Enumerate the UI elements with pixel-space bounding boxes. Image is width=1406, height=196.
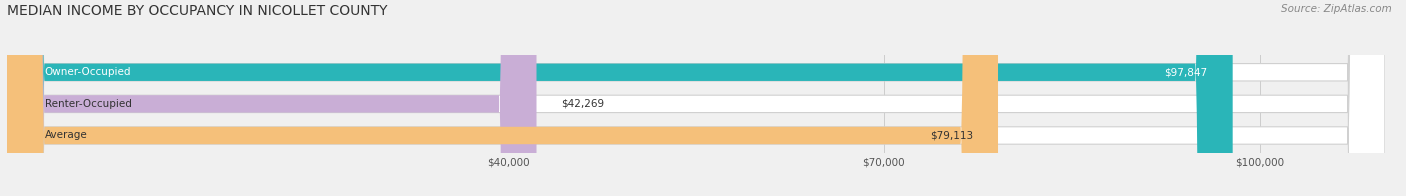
Text: $97,847: $97,847 bbox=[1164, 67, 1208, 77]
FancyBboxPatch shape bbox=[7, 0, 1233, 196]
FancyBboxPatch shape bbox=[7, 0, 1385, 196]
Text: Renter-Occupied: Renter-Occupied bbox=[45, 99, 132, 109]
FancyBboxPatch shape bbox=[7, 0, 1385, 196]
Text: $79,113: $79,113 bbox=[929, 131, 973, 141]
FancyBboxPatch shape bbox=[7, 0, 1385, 196]
Text: Owner-Occupied: Owner-Occupied bbox=[45, 67, 131, 77]
Text: Average: Average bbox=[45, 131, 87, 141]
Text: $42,269: $42,269 bbox=[561, 99, 605, 109]
Text: MEDIAN INCOME BY OCCUPANCY IN NICOLLET COUNTY: MEDIAN INCOME BY OCCUPANCY IN NICOLLET C… bbox=[7, 4, 388, 18]
Text: Source: ZipAtlas.com: Source: ZipAtlas.com bbox=[1281, 4, 1392, 14]
FancyBboxPatch shape bbox=[7, 0, 998, 196]
FancyBboxPatch shape bbox=[7, 0, 537, 196]
